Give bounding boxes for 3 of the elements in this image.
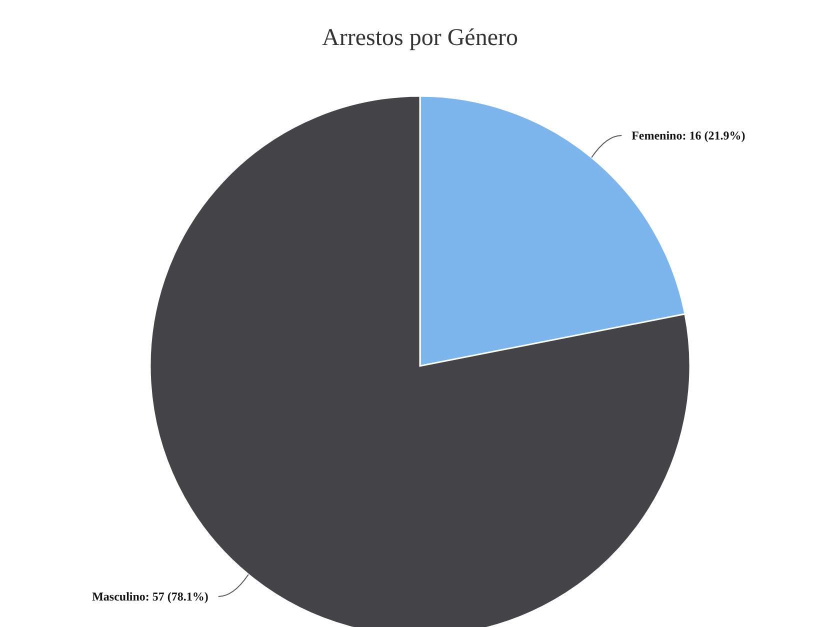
slice-label: Femenino: 16 (21.9%) xyxy=(632,128,746,143)
chart-title: Arrestos por Género xyxy=(322,25,518,51)
slice-label: Masculino: 57 (78.1%) xyxy=(92,589,208,604)
